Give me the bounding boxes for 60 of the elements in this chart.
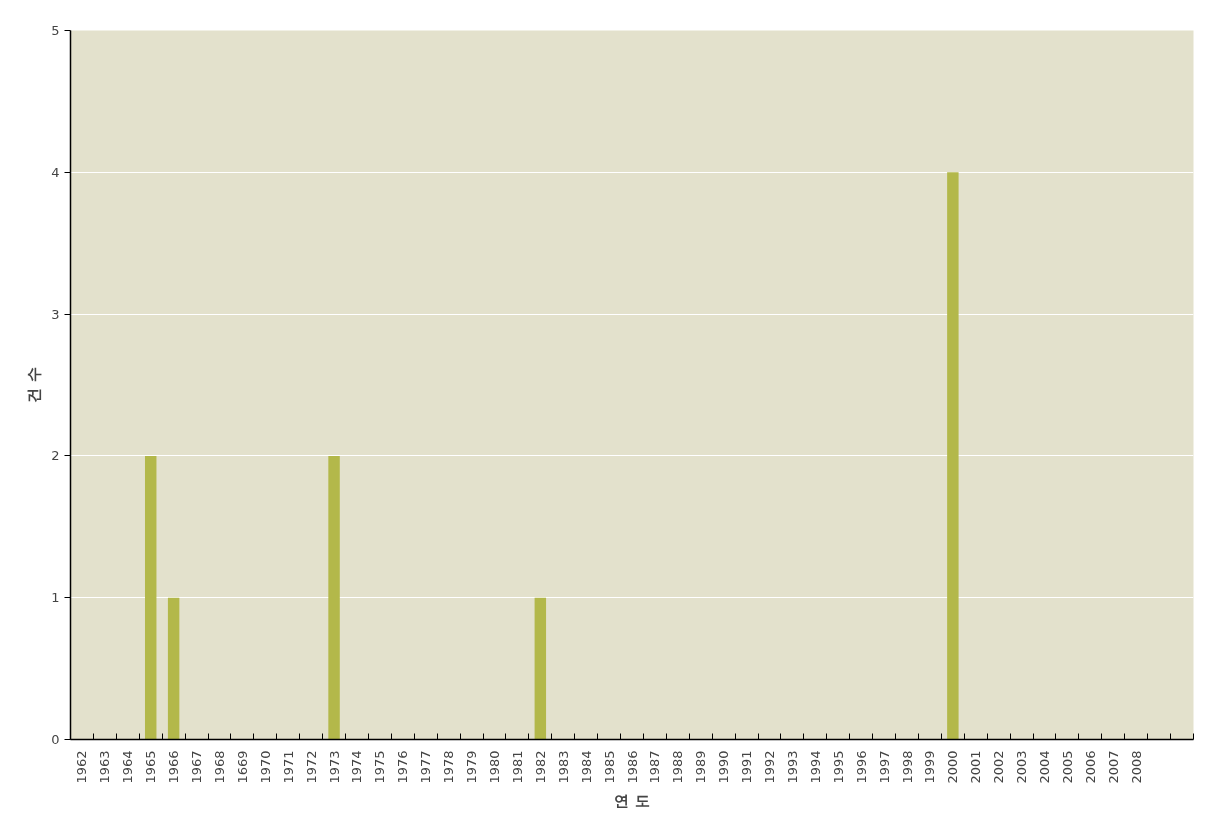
y-tick-label: 3: [51, 306, 60, 322]
x-tick-label: 1970: [257, 750, 273, 784]
x-tick-label: 1981: [509, 750, 525, 784]
x-tick-label: 2002: [991, 750, 1007, 784]
x-tick-label: 1997: [876, 750, 892, 784]
y-tick-label: 2: [51, 448, 60, 464]
x-tick-label: 1994: [807, 750, 823, 784]
y-tick-label: 0: [51, 732, 60, 747]
bar: [167, 597, 180, 740]
x-tick-label: 2008: [1128, 750, 1144, 784]
x-tick-label: 1987: [647, 750, 663, 784]
x-tick-label: 2001: [968, 750, 984, 784]
x-tick-label: 1992: [762, 750, 778, 784]
x-tick-label: 1983: [555, 750, 571, 784]
x-tick-label: 1974: [349, 750, 365, 784]
x-tick-label: 1975: [372, 750, 388, 784]
x-tick-label: 1990: [716, 750, 732, 784]
x-tick-label: 1996: [853, 750, 869, 784]
x-tick-label: 1669: [234, 750, 250, 784]
x-tick-label: 1989: [693, 750, 709, 784]
x-tick-label: 2007: [1105, 750, 1121, 784]
x-tick-label: 2005: [1059, 750, 1075, 784]
x-tick-label: 1973: [326, 750, 342, 784]
x-tick-label: 1986: [624, 750, 640, 784]
x-tick-label: 1980: [486, 750, 502, 784]
x-tick-label: 2003: [1014, 750, 1030, 784]
x-tick-label: 1971: [280, 750, 296, 784]
x-tick-label: 1977: [418, 750, 434, 784]
bar: [144, 455, 157, 740]
x-axis-title: 연 도: [614, 791, 650, 810]
y-tick-label: 1: [51, 590, 60, 606]
x-tick-label: 1965: [143, 750, 159, 784]
x-tick-label: 1966: [166, 750, 182, 784]
x-tick-label: 1998: [899, 750, 915, 784]
x-tick-label: 1985: [601, 750, 617, 784]
bar: [534, 597, 547, 740]
x-tick-label: 1972: [303, 750, 319, 784]
x-tick-label: 1995: [830, 750, 846, 784]
x-tick-label: 1962: [74, 750, 90, 784]
x-tick-label: 1968: [211, 750, 227, 784]
x-tick-label: 1991: [739, 750, 755, 784]
x-tick-label: 1999: [922, 750, 938, 784]
y-tick-label: 5: [51, 23, 60, 38]
x-tick-label: 2004: [1037, 750, 1053, 784]
x-tick-label: 1984: [578, 750, 594, 784]
x-tick-label: 1978: [441, 750, 457, 784]
x-tick-label: 1964: [120, 750, 136, 784]
x-tick-label: 1963: [97, 750, 113, 784]
x-tick-label: 1988: [670, 750, 686, 784]
x-tick-label: 1979: [464, 750, 480, 784]
x-tick-label: 2000: [945, 750, 961, 784]
bar: [328, 455, 340, 740]
x-tick-label: 1976: [395, 750, 411, 784]
y-axis-title: 건 수: [25, 367, 44, 403]
x-tick-label: 1967: [189, 750, 205, 784]
bar: [947, 172, 959, 740]
x-tick-label: 2006: [1082, 750, 1098, 784]
x-tick-label: 1982: [532, 750, 548, 784]
y-tick-label: 4: [51, 164, 60, 180]
x-tick-label: 1993: [784, 750, 800, 784]
